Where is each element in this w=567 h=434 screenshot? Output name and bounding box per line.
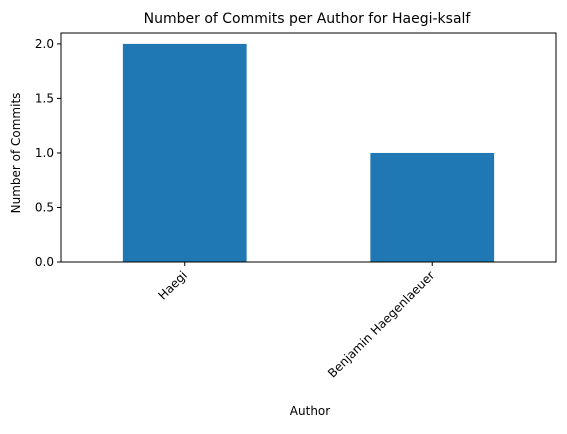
y-tick-label: 1.0 bbox=[35, 146, 54, 160]
y-tick-label: 1.5 bbox=[35, 91, 54, 105]
chart-title: Number of Commits per Author for Haegi-k… bbox=[144, 11, 472, 27]
x-axis-label: Author bbox=[290, 404, 330, 418]
plot-frame bbox=[60, 32, 557, 263]
bar bbox=[370, 152, 495, 262]
bars bbox=[122, 43, 495, 263]
y-tick-label: 2.0 bbox=[35, 37, 54, 51]
bar bbox=[122, 43, 247, 263]
y-axis-ticks: 0.0 0.5 1.0 1.5 2.0 bbox=[35, 37, 61, 269]
y-axis-label: Number of Commits bbox=[9, 93, 23, 214]
y-tick-label: 0.0 bbox=[35, 255, 54, 269]
y-tick-label: 0.5 bbox=[35, 200, 54, 214]
